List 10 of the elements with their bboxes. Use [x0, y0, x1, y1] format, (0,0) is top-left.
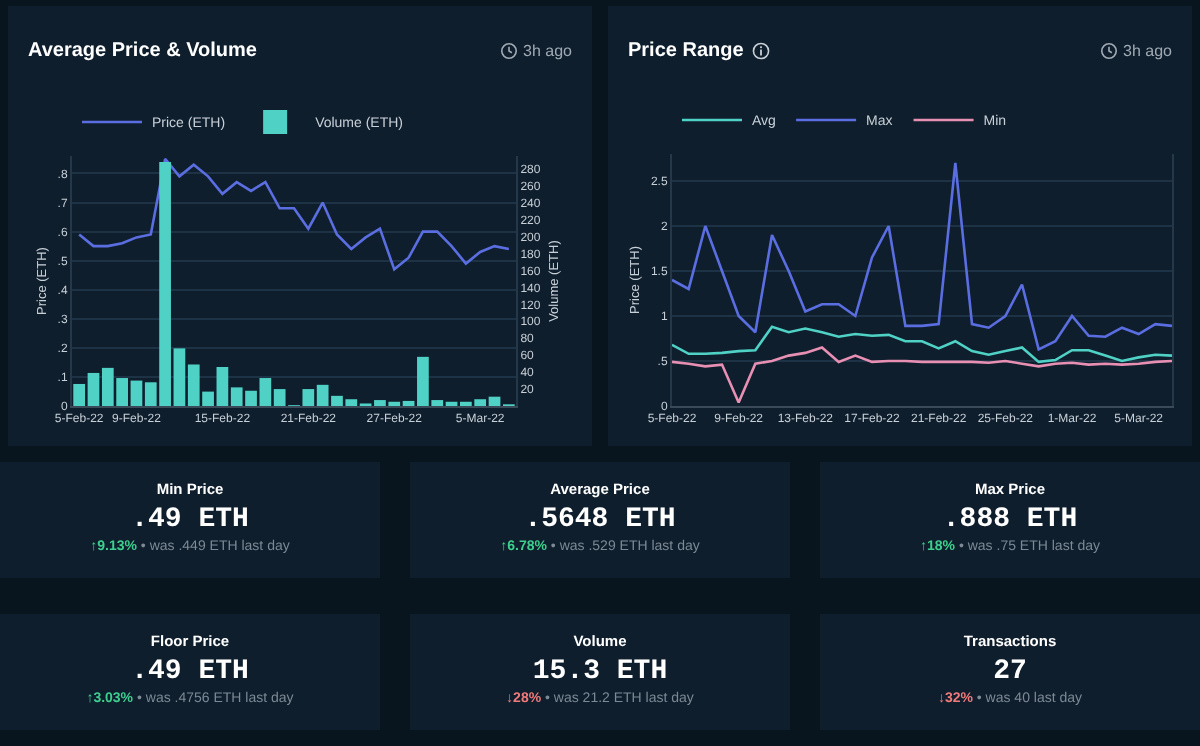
- chart-title: Price Range: [628, 39, 744, 61]
- text: 15.3 ETH: [530, 656, 670, 688]
- text: .49 ETH: [129, 504, 251, 536]
- text: .5648 ETH: [522, 504, 678, 536]
- text: 3h ago: [523, 41, 572, 59]
- text: .888 ETH: [940, 504, 1080, 536]
- chart-title: Average Price & Volume: [28, 39, 257, 61]
- text: .49 ETH: [129, 656, 251, 688]
- text: 3h ago: [1123, 41, 1172, 59]
- text: 27: [991, 656, 1029, 688]
